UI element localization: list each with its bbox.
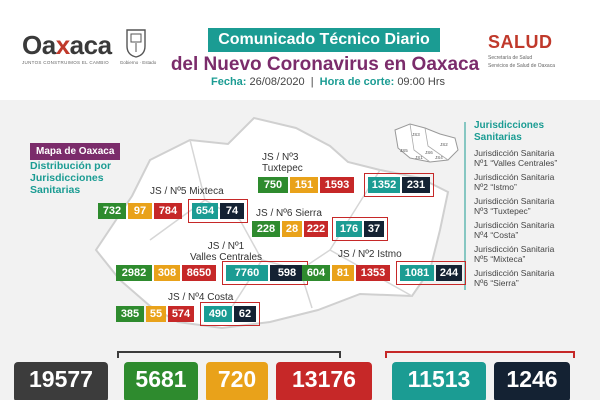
js5-value-4: 654	[192, 203, 218, 219]
js5-frame	[188, 199, 248, 223]
js3-frame	[364, 173, 434, 197]
js3-value-1: 750	[258, 177, 288, 193]
js3-value-5: 231	[402, 177, 430, 193]
js5-value-3: 784	[154, 203, 182, 219]
js6-value-5: 37	[364, 221, 384, 237]
js4-label: JS / Nº4 Costa	[168, 292, 234, 303]
js1-value-5: 598	[270, 265, 304, 281]
mini-label-js3: JS3	[412, 132, 420, 137]
legend-item-2: Jurisdicción Sanitaria Nº2 “Istmo”	[474, 172, 555, 192]
js2-value-2: 81	[332, 265, 354, 281]
js3-value-2: 151	[290, 177, 318, 193]
legend-item-1: Jurisdicción Sanitaria Nº1 “Valles Centra…	[474, 148, 558, 168]
legend-item-6: Jurisdicción Sanitaria Nº6 “Sierra”	[474, 268, 555, 288]
js2-value-4: 1081	[400, 265, 434, 281]
js3-value-4: 1352	[368, 177, 400, 193]
totals-bracket-right	[385, 351, 575, 358]
mini-label-js5: JS5	[400, 148, 408, 153]
js2-value-1: 604	[302, 265, 330, 281]
js1-value-2: 308	[154, 265, 180, 281]
js2-frame	[396, 261, 466, 285]
header: Oaxaca JUNTOS CONSTRUIMOS EL CAMBIO Gobi…	[0, 0, 600, 100]
total-3: 720	[206, 362, 268, 400]
mini-label-js4: JS4	[435, 155, 443, 160]
crest-label: Gobierno · Estado	[119, 60, 157, 65]
mini-label-js1: JS1	[415, 155, 423, 160]
js1-value-1: 2982	[116, 265, 152, 281]
js4-value-5: 62	[234, 306, 256, 322]
js6-label: JS / Nº6 Sierra	[256, 208, 322, 219]
main-panel: JS3 JS2 JS5 JS6 JS1 JS4 Mapa de Oaxaca D…	[0, 100, 600, 400]
total-4: 13176	[276, 362, 372, 400]
legend-item-3: Jurisdicción Sanitaria Nº3 “Tuxtepec”	[474, 196, 555, 216]
totals-bracket-left	[117, 351, 341, 358]
js2-value-5: 244	[436, 265, 462, 281]
js4-value-2: 55	[146, 306, 166, 322]
date-line: Fecha: 26/08/2020 | Hora de corte: 09:00…	[210, 76, 446, 88]
mini-label-js2: JS2	[440, 142, 448, 147]
js5-label: JS / Nº5 Mixteca	[150, 186, 224, 197]
js1-label: JS / Nº1 Valles Centrales	[189, 241, 263, 263]
total-5: 11513	[392, 362, 486, 400]
js1-value-4: 7760	[226, 265, 268, 281]
js4-frame	[200, 302, 260, 326]
legend-item-4: Jurisdicción Sanitaria Nº4 “Costa”	[474, 220, 555, 240]
js3-value-3: 1593	[320, 177, 354, 193]
js2-label: JS / Nº2 Istmo	[338, 249, 402, 260]
js5-value-2: 97	[128, 203, 152, 219]
total-6: 1246	[494, 362, 570, 400]
js3-label: JS / Nº3 Tuxtepec	[262, 152, 303, 174]
js1-value-3: 8650	[182, 265, 216, 281]
legend-title: Jurisdicciones Sanitarias	[474, 120, 545, 143]
js6-frame	[332, 217, 388, 241]
js6-value-1: 228	[252, 221, 280, 237]
js5-value-1: 732	[98, 203, 126, 219]
mini-label-js6: JS6	[425, 150, 433, 155]
title-line-2: del Nuevo Coronavirus en Oaxaca	[170, 54, 480, 75]
map-tag: Mapa de Oaxaca	[30, 143, 121, 160]
js2-value-3: 1353	[356, 265, 390, 281]
js5-value-5: 74	[220, 203, 244, 219]
logo-tagline: JUNTOS CONSTRUIMOS EL CAMBIO	[22, 60, 109, 65]
map-subtitle: Distribución por Jurisdicciones Sanitari…	[30, 160, 112, 196]
oaxaca-logo: Oaxaca JUNTOS CONSTRUIMOS EL CAMBIO	[22, 30, 112, 65]
salud-logo: SALUD Secretaría de Salud Servicios de S…	[488, 32, 555, 69]
js6-value-4: 176	[336, 221, 362, 237]
js4-value-4: 490	[204, 306, 232, 322]
legend-item-5: Jurisdicción Sanitaria Nº5 “Mixteca”	[474, 244, 555, 264]
crest-icon	[126, 29, 146, 58]
jurisdiction-lines	[149, 139, 413, 311]
js6-value-2: 28	[282, 221, 302, 237]
js4-value-3: 574	[168, 306, 194, 322]
total-1: 19577	[14, 362, 108, 400]
js6-value-3: 222	[304, 221, 328, 237]
title-line-1: Comunicado Técnico Diario	[208, 28, 440, 52]
js4-value-1: 385	[116, 306, 144, 322]
total-2: 5681	[124, 362, 198, 400]
mini-map	[394, 123, 459, 163]
